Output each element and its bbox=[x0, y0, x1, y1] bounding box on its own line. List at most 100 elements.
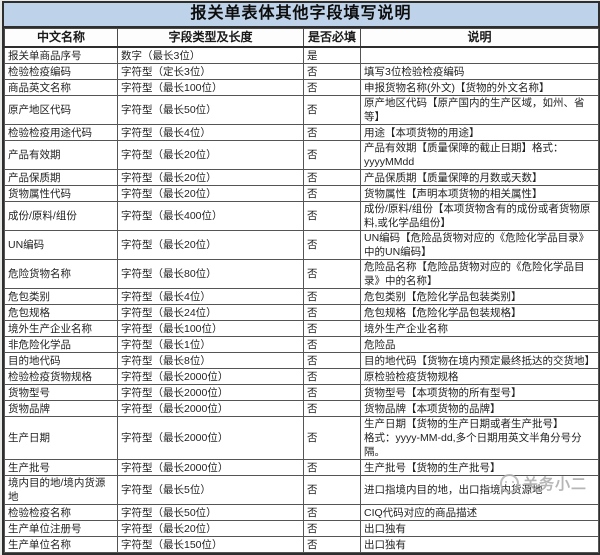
chinese-name-cell: 报关单商品序号 bbox=[4, 46, 118, 64]
field-type-cell: 字符型（最长100位） bbox=[117, 79, 304, 96]
chinese-name-cell: 货物属性代码 bbox=[4, 185, 118, 202]
table-row: 境外生产企业名称 字符型（最长100位）否境外生产企业名称 bbox=[4, 320, 599, 337]
description-cell: 原产地区代码【原产国内的生产区域，如州、省等】 bbox=[360, 95, 599, 125]
description-cell bbox=[360, 46, 599, 64]
required-cell: 否 bbox=[303, 201, 361, 231]
field-type-cell: 字符型（最长2000位） bbox=[117, 459, 304, 476]
field-type-cell: 字符型（最长80位） bbox=[117, 259, 304, 289]
field-type-cell: 字符型（最长20位） bbox=[117, 185, 304, 202]
description-cell: 成份/原料/组份【本项货物含有的成份或者货物原料,或化学品组份】 bbox=[360, 201, 599, 231]
description-cell: CIQ代码对应的商品描述 bbox=[360, 504, 599, 521]
table-row: 境内目的地/境内货源地 字符型（最长5位）否进口指境内目的地，出口指境内货源地 bbox=[4, 475, 599, 505]
required-cell: 否 bbox=[303, 63, 361, 80]
required-cell: 否 bbox=[303, 259, 361, 289]
field-type-cell: 字符型（最长2000位） bbox=[117, 368, 304, 385]
header-description: 说明 bbox=[360, 28, 599, 48]
chinese-name-cell: 产品有效期 bbox=[4, 140, 118, 170]
required-cell: 否 bbox=[303, 185, 361, 202]
required-cell: 否 bbox=[303, 140, 361, 170]
description-cell: 原检验检疫货物规格 bbox=[360, 368, 599, 385]
table-row: 检验检疫用途代码 字符型（最长4位）否用途【本项货物的用途】 bbox=[4, 124, 599, 141]
description-cell: 用途【本项货物的用途】 bbox=[360, 124, 599, 141]
required-cell: 否 bbox=[303, 384, 361, 401]
required-cell: 否 bbox=[303, 230, 361, 260]
chinese-name-cell: 货物品牌 bbox=[4, 400, 118, 417]
description-cell: 生产批号【货物的生产批号】 bbox=[360, 459, 599, 476]
required-cell: 否 bbox=[303, 304, 361, 321]
description-cell: 危包规格【危险化学品包装规格】 bbox=[360, 304, 599, 321]
table-row: 货物型号 字符型（最长2000位）否货物型号【本项货物的所有型号】 bbox=[4, 384, 599, 401]
chinese-name-cell: 目的地代码 bbox=[4, 352, 118, 369]
field-type-cell: 字符型（最长20位） bbox=[117, 140, 304, 170]
field-type-cell: 字符型（最长20位） bbox=[117, 230, 304, 260]
required-cell: 否 bbox=[303, 368, 361, 385]
required-cell: 否 bbox=[303, 520, 361, 537]
description-cell: 货物型号【本项货物的所有型号】 bbox=[360, 384, 599, 401]
required-cell: 否 bbox=[303, 124, 361, 141]
table-row: 危包类别 字符型（最长4位）否危包类别【危险化学品包装类别】 bbox=[4, 288, 599, 305]
page-title: 报关单表体其他字段填写说明 bbox=[4, 3, 598, 28]
table-body: 报关单商品序号 数字（最长3位）是检验检疫编码 字符型（定长3位）否填写3位检验检疫… bbox=[4, 46, 599, 553]
field-type-cell: 数字（最长3位） bbox=[117, 46, 304, 64]
required-cell: 否 bbox=[303, 288, 361, 305]
field-type-cell: 字符型（最长20位） bbox=[117, 520, 304, 537]
description-cell: 境外生产企业名称 bbox=[360, 320, 599, 337]
description-cell: 危险品名称【危险品货物对应的《危险化学品目录》中的名称】 bbox=[360, 259, 599, 289]
description-cell: 生产日期【货物的生产日期或者生产批号】 格式：yyyy-MM-dd,多个日期用英… bbox=[360, 416, 599, 460]
table-row: 商品英文名称 字符型（最长100位）否申报货物名称(外文)【货物的外文名称】 bbox=[4, 79, 599, 96]
required-cell: 否 bbox=[303, 352, 361, 369]
required-cell: 是 bbox=[303, 46, 361, 64]
table-row: 产品保质期 字符型（最长20位）否产品保质期【质量保障的月数或天数】 bbox=[4, 169, 599, 186]
table-row: 成份/原料/组份 字符型（最长400位）否成份/原料/组份【本项货物含有的成份或者… bbox=[4, 201, 599, 231]
table-row: 生产日期 字符型（最长2000位）否生产日期【货物的生产日期或者生产批号】 格式：… bbox=[4, 416, 599, 460]
required-cell: 否 bbox=[303, 95, 361, 125]
table-row: 非危险化学品 字符型（最长1位）否危险品 bbox=[4, 336, 599, 353]
chinese-name-cell: 原产地区代码 bbox=[4, 95, 118, 125]
chinese-name-cell: 境内目的地/境内货源地 bbox=[4, 475, 118, 505]
table-row: 生产批号 字符型（最长2000位）否生产批号【货物的生产批号】 bbox=[4, 459, 599, 476]
chinese-name-cell: 检验检疫用途代码 bbox=[4, 124, 118, 141]
chinese-name-cell: 危包类别 bbox=[4, 288, 118, 305]
description-cell: 出口独有 bbox=[360, 536, 599, 553]
header-row: 中文名称 字段类型及长度 是否必填 说明 bbox=[4, 28, 599, 48]
table-row: UN编码 字符型（最长20位）否 UN编码【危险品货物对应的《危险化学品目录》中的U… bbox=[4, 230, 599, 260]
field-type-cell: 字符型（最长100位） bbox=[117, 320, 304, 337]
required-cell: 否 bbox=[303, 169, 361, 186]
required-cell: 否 bbox=[303, 320, 361, 337]
field-type-cell: 字符型（最长50位） bbox=[117, 95, 304, 125]
required-cell: 否 bbox=[303, 475, 361, 505]
table-row: 生产单位注册号 字符型（最长20位）否出口独有 bbox=[4, 520, 599, 537]
chinese-name-cell: 货物型号 bbox=[4, 384, 118, 401]
field-type-cell: 字符型（最长20位） bbox=[117, 169, 304, 186]
table-row: 报关单商品序号 数字（最长3位）是 bbox=[4, 46, 599, 64]
chinese-name-cell: 生产批号 bbox=[4, 459, 118, 476]
description-cell: 申报货物名称(外文)【货物的外文名称】 bbox=[360, 79, 599, 96]
field-type-cell: 字符型（最长2000位） bbox=[117, 400, 304, 417]
header-field-type: 字段类型及长度 bbox=[117, 28, 304, 48]
chinese-name-cell: 检验检疫货物规格 bbox=[4, 368, 118, 385]
table-row: 原产地区代码 字符型（最长50位）否原产地区代码【原产国内的生产区域，如州、省等】 bbox=[4, 95, 599, 125]
required-cell: 否 bbox=[303, 504, 361, 521]
required-cell: 否 bbox=[303, 400, 361, 417]
table-row: 产品有效期 字符型（最长20位）否产品有效期【质量保障的截止日期】格式： yyyy… bbox=[4, 140, 599, 170]
table-row: 目的地代码 字符型（最长8位）否目的地代码【货物在境内预定最终抵达的交货地】 bbox=[4, 352, 599, 369]
field-type-cell: 字符型（最长24位） bbox=[117, 304, 304, 321]
field-type-cell: 字符型（最长4位） bbox=[117, 124, 304, 141]
table-row: 检验检疫编码 字符型（定长3位）否填写3位检验检疫编码 bbox=[4, 63, 599, 80]
required-cell: 否 bbox=[303, 536, 361, 553]
chinese-name-cell: 生产单位注册号 bbox=[4, 520, 118, 537]
chinese-name-cell: 检验检疫名称 bbox=[4, 504, 118, 521]
required-cell: 否 bbox=[303, 416, 361, 460]
table-row: 检验检疫名称 字符型（最长50位）否 CIQ代码对应的商品描述 bbox=[4, 504, 599, 521]
field-type-cell: 字符型（最长2000位） bbox=[117, 384, 304, 401]
chinese-name-cell: 危险货物名称 bbox=[4, 259, 118, 289]
chinese-name-cell: 检验检疫编码 bbox=[4, 63, 118, 80]
description-cell: UN编码【危险品货物对应的《危险化学品目录》中的UN编码】 bbox=[360, 230, 599, 260]
table-header: 中文名称 字段类型及长度 是否必填 说明 bbox=[4, 28, 599, 48]
table-row: 货物属性代码 字符型（最长20位）否货物属性【声明本项货物的相关属性】 bbox=[4, 185, 599, 202]
chinese-name-cell: 生产单位名称 bbox=[4, 536, 118, 553]
chinese-name-cell: 产品保质期 bbox=[4, 169, 118, 186]
description-cell: 货物品牌【本项货物的品牌】 bbox=[360, 400, 599, 417]
description-cell: 货物属性【声明本项货物的相关属性】 bbox=[360, 185, 599, 202]
